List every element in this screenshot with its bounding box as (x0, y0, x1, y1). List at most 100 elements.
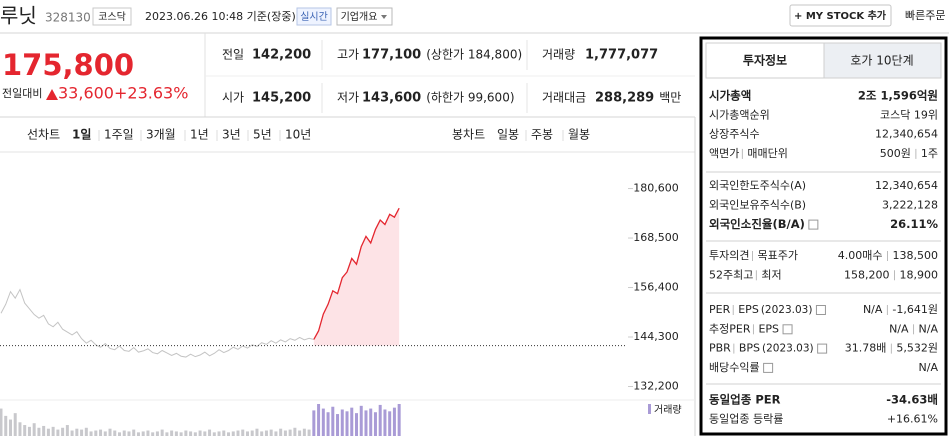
volume-bar (89, 431, 93, 436)
info-label: PBR (709, 342, 731, 355)
area (313, 208, 400, 346)
volume-bar (160, 429, 164, 436)
volume-bar (264, 430, 268, 436)
volume-bar (283, 430, 287, 436)
info-label: 추정PER (709, 322, 751, 335)
volume-legend-swatch (648, 404, 651, 414)
period-tab[interactable]: 1주일 (104, 128, 134, 142)
candle-tab[interactable]: 주봉 (531, 128, 553, 142)
summary-value: 143,600 (362, 91, 421, 106)
info-label: 액면가 (709, 147, 739, 160)
candle-tab[interactable]: 일봉 (497, 128, 519, 142)
info-label: 외국인소진율(B/A) (709, 217, 805, 231)
help-icon[interactable] (817, 343, 828, 354)
volume-bar (227, 432, 231, 436)
info-value: N/A (919, 322, 939, 335)
volume-bar (75, 428, 79, 436)
volume-bar (23, 425, 27, 436)
period-tab[interactable]: 1년 (190, 128, 209, 142)
volume-bar (84, 427, 88, 436)
volume-bar (274, 431, 278, 436)
volume-bar (8, 419, 12, 436)
info-value: 31.78배 (845, 342, 887, 355)
info-label: 52주최고 (709, 268, 753, 281)
volume-bar (359, 405, 363, 436)
timestamp: 2023.06.26 10:48 기준(장중) (145, 10, 296, 23)
help-icon[interactable] (782, 324, 793, 335)
summary-value: 1,777,077 (585, 48, 658, 63)
tab-label[interactable]: 호가 10단계 (850, 54, 913, 68)
volume-bar (298, 430, 302, 436)
period-tab[interactable]: 3개월 (146, 128, 176, 142)
volume-bar (146, 430, 150, 436)
info-label: 매매단위 (747, 147, 787, 160)
volume-bar (245, 431, 249, 436)
info-value: 26.11% (890, 217, 938, 231)
volume-bar (217, 431, 221, 436)
mystock-button[interactable] (789, 4, 892, 27)
summary-label: 고가 (337, 48, 359, 62)
y-tick-label: 180,600 (633, 182, 679, 195)
tab[interactable] (823, 42, 942, 79)
quick-order[interactable]: 빠른주문 (905, 9, 945, 22)
info-label: 동일업종 PER (709, 393, 781, 407)
summary-label: 전일 (222, 48, 244, 62)
volume-bar (321, 408, 325, 436)
info-value: N/A (863, 303, 883, 316)
volume-bar (336, 414, 340, 436)
info-value: 12,340,654 (875, 128, 938, 141)
volume-bar (99, 429, 103, 436)
info-note: (2023.03) (761, 304, 813, 316)
summary-value: 288,289 (595, 91, 654, 106)
mystock[interactable]: + MY STOCK 추가 (794, 9, 887, 22)
period-tab[interactable]: 5년 (253, 128, 272, 142)
summary-label: 거래량 (542, 48, 575, 62)
info-panel (699, 36, 948, 436)
volume-bar (4, 415, 8, 436)
period-tab[interactable]: 1일 (72, 128, 91, 142)
help-icon[interactable] (815, 305, 826, 315)
tab-group-label: 선차트 (27, 128, 60, 142)
volume-bar (388, 411, 392, 436)
volume-label: 거래량 (654, 404, 682, 416)
volume-bar (136, 432, 140, 436)
volume-bar (18, 422, 22, 436)
volume-bar (103, 431, 107, 436)
volume-bar (378, 404, 382, 436)
summary-unit: 백만 (659, 91, 681, 105)
info-label: PER (709, 303, 731, 316)
period-tab[interactable]: 3년 (222, 128, 241, 142)
volume-bar (212, 432, 216, 436)
info-value: 4.00매수 (838, 249, 883, 262)
help-icon[interactable] (808, 219, 819, 230)
help-icon[interactable] (763, 362, 774, 373)
price-line (313, 207, 400, 340)
candle-tab[interactable]: 월봉 (568, 128, 590, 142)
dropdown-icon (381, 15, 387, 19)
overview[interactable]: 기업개요 (341, 10, 378, 23)
overview-button[interactable] (336, 7, 393, 26)
info-value: 138,500 (893, 249, 939, 262)
volume-bar (193, 432, 197, 436)
tab-label[interactable]: 투자정보 (743, 53, 787, 68)
volume-bar (51, 426, 55, 436)
info-note: (2023.03) (762, 343, 814, 355)
volume-bar (279, 428, 283, 436)
info-value: 5,532원 (896, 342, 938, 355)
period-tab[interactable]: 10년 (285, 128, 311, 142)
volume-bar (46, 428, 50, 436)
summary-note: (하한가 99,600) (426, 91, 514, 105)
volume-bar (293, 427, 297, 436)
volume-bar (141, 431, 145, 436)
tab-active[interactable] (705, 42, 825, 79)
info-value: 18,900 (900, 268, 939, 281)
volume-bar (189, 431, 193, 436)
volume-bar (42, 425, 46, 436)
info-label: 목표주가 (757, 249, 797, 262)
volume-bar (392, 407, 396, 436)
volume-bar (37, 427, 41, 436)
info-value: N/A (889, 322, 909, 335)
volume-bar (231, 431, 235, 436)
volume-bar (184, 430, 188, 436)
info-label: 상장주식수 (709, 128, 760, 141)
